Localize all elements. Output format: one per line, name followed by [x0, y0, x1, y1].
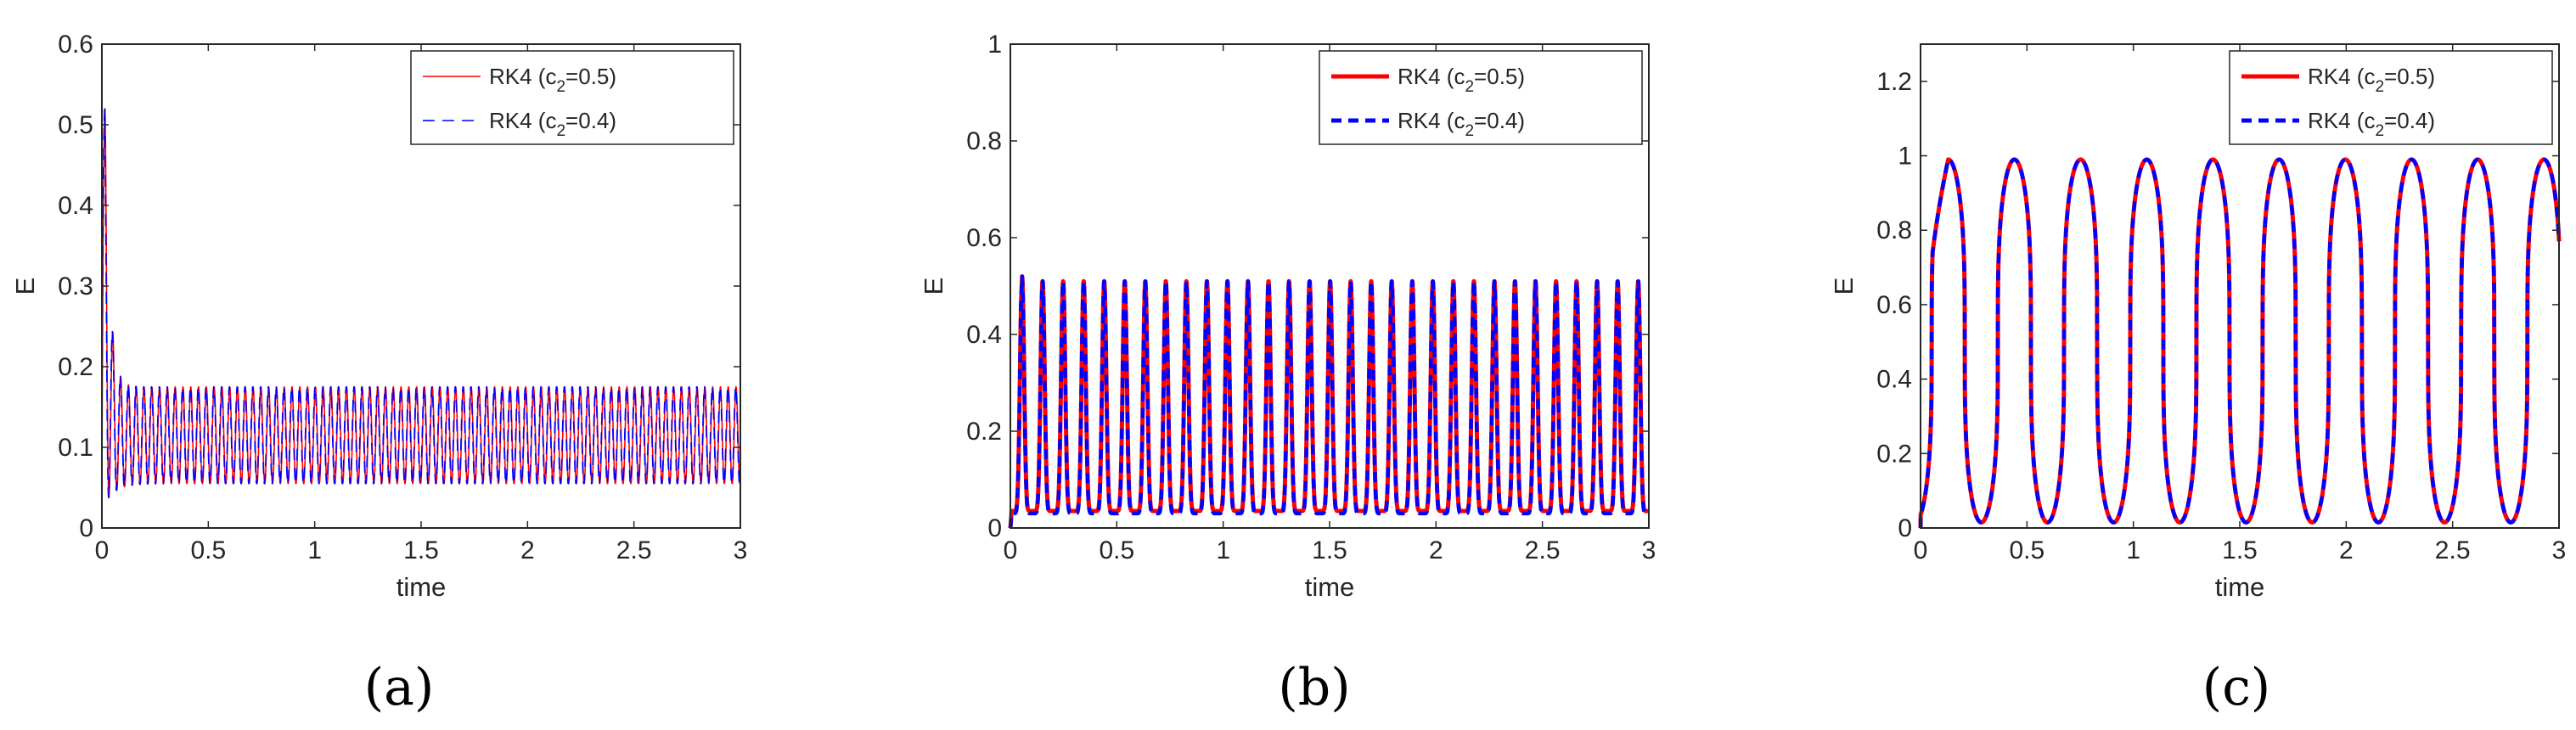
panel-a-legend-label-1: RK4 (c2=0.4) — [489, 108, 616, 140]
panel-a-xlabel: time — [397, 572, 447, 602]
panel-a-xtick-label: 1 — [307, 536, 322, 564]
legend-label-tail: =0.4) — [2384, 108, 2435, 133]
panel-c-series-c2-0-4-line — [1918, 157, 2562, 529]
panel-c-xtick-label: 1.5 — [2222, 536, 2258, 564]
legend-label-subscript: 2 — [1465, 122, 1474, 140]
panel-b-ytick-label: 0.8 — [966, 127, 1002, 155]
legend-label-subscript: 2 — [2375, 122, 2384, 140]
panel-a-frame: 0 0.5 1 1.5 2 2.5 3 0 0.1 0.2 0.3 0.4 0.5 0.6 time E — [10, 31, 747, 602]
panel-a-legend: RK4 (c2=0.5)RK4 (c2=0.4) — [410, 50, 734, 145]
panel-b-legend-label-1: RK4 (c2=0.4) — [1398, 108, 1525, 140]
panel-c-axes-frame — [1920, 43, 2560, 529]
panel-c-xtick-label: 2.5 — [2435, 536, 2471, 564]
panel-a-ytick-label: 0.1 — [58, 434, 93, 462]
panel-a-xtick-label: 1.5 — [403, 536, 439, 564]
panel-b-legend: RK4 (c2=0.5)RK4 (c2=0.4) — [1319, 50, 1643, 145]
panel-b-ylabel: E — [919, 278, 948, 295]
panel-a-ytick-label: 0.5 — [58, 111, 93, 139]
legend-label-subscript: 2 — [556, 78, 565, 96]
legend-label-subscript: 2 — [2375, 78, 2384, 96]
panel-a: 0 0.5 1 1.5 2 2.5 3 0 0.1 0.2 0.3 0.4 0.5 0.6 time E RK… — [10, 31, 747, 717]
panel-c-series — [1918, 157, 2562, 529]
panel-b-legend-label-0: RK4 (c2=0.5) — [1398, 64, 1525, 96]
legend-label-tail: =0.4) — [565, 108, 616, 133]
panel-b-ytick-label: 0.6 — [966, 224, 1002, 252]
panel-b-ytick-label: 0.4 — [966, 321, 1002, 349]
legend-label-main: RK4 (c — [1398, 108, 1465, 133]
panel-b-xtick-label: 2.5 — [1525, 536, 1561, 564]
panel-b-ytick-label: 1 — [987, 31, 1002, 59]
panel-c-caption: (c) — [2202, 658, 2270, 717]
legend-label-main: RK4 (c — [1398, 64, 1465, 89]
panel-a-xtick-label: 2 — [520, 536, 535, 564]
panel-c-legend-label-0: RK4 (c2=0.5) — [2308, 64, 2435, 96]
panel-c-ytick-label: 1 — [1898, 143, 1912, 171]
panel-b-xtick-label: 2 — [1429, 536, 1443, 564]
panel-c-ytick-label: 0.2 — [1876, 440, 1912, 468]
panel-a-ytick-label: 0.4 — [58, 192, 93, 220]
panel-b-series-c2-0-5-line — [1008, 274, 1651, 530]
panel-c-xtick-label: 0.5 — [2009, 536, 2044, 564]
panel-a-ytick-label: 0 — [79, 514, 93, 542]
panel-b-ytick-label: 0 — [987, 514, 1002, 542]
panel-b-xtick-label: 0.5 — [1099, 536, 1134, 564]
panel-a-series — [101, 108, 741, 529]
panel-c-ytick-label: 0.6 — [1876, 291, 1912, 319]
panel-a-xtick-label: 2.5 — [616, 536, 652, 564]
panel-a-caption: (a) — [364, 658, 435, 717]
legend-label-tail: =0.5) — [565, 64, 616, 89]
panel-a-legend-label-0: RK4 (c2=0.5) — [489, 64, 616, 96]
panel-c-xtick-label: 1 — [2126, 536, 2140, 564]
legend-label-subscript: 2 — [556, 122, 565, 140]
panel-c-xtick-label: 3 — [2552, 536, 2567, 564]
panel-b-series-c2-0-4-line — [1008, 274, 1651, 529]
panel-a-ytick-label: 0.3 — [58, 272, 93, 300]
panel-b-xlabel: time — [1305, 572, 1355, 602]
panel-a-ytick-label: 0.2 — [58, 353, 93, 381]
panel-a-xtick-label: 0 — [95, 536, 110, 564]
panel-b-xtick-label: 1.5 — [1312, 536, 1347, 564]
legend-label-tail: =0.5) — [1474, 64, 1525, 89]
panel-c-legend-box — [2229, 50, 2553, 145]
panel-a-xtick-label: 0.5 — [190, 536, 226, 564]
panel-c-ytick-label: 1.2 — [1876, 68, 1912, 96]
panel-b-ytick-label: 0.2 — [966, 418, 1002, 446]
panel-b-frame: 0 0.5 1 1.5 2 2.5 3 0 0.2 0.4 0.6 0.8 1 time E — [919, 31, 1656, 602]
panel-c-frame: 0 0.5 1 1.5 2 2.5 3 0 0.2 0.4 0.6 0.8 1 1.2 time E — [1829, 43, 2567, 602]
panel-c-legend: RK4 (c2=0.5)RK4 (c2=0.4) — [2229, 50, 2553, 145]
panel-b-axes-frame — [1010, 43, 1650, 529]
panel-c-xtick-label: 0 — [1914, 536, 1928, 564]
panel-c-ytick-label: 0.8 — [1876, 216, 1912, 244]
panel-c-xlabel: time — [2215, 572, 2265, 602]
legend-label-main: RK4 (c — [2308, 64, 2375, 89]
panel-b-series — [1008, 274, 1651, 530]
panel-b-xtick-label: 3 — [1642, 536, 1656, 564]
panel-a-series-c2-0-4-line — [101, 108, 741, 499]
legend-label-subscript: 2 — [1465, 78, 1474, 96]
panel-a-legend-box — [410, 50, 734, 145]
panel-c-ytick-label: 0.4 — [1876, 366, 1912, 394]
panel-a-ytick-label: 0.6 — [58, 31, 93, 59]
legend-label-main: RK4 (c — [2308, 108, 2375, 133]
panel-b-caption: (b) — [1278, 658, 1350, 717]
panel-c-xtick-label: 2 — [2339, 536, 2354, 564]
panel-a-ylabel: E — [10, 278, 40, 295]
panel-a-axes-frame — [101, 43, 741, 529]
legend-label-main: RK4 (c — [489, 64, 556, 89]
panel-a-xtick-label: 3 — [734, 536, 748, 564]
panel-c: 0 0.5 1 1.5 2 2.5 3 0 0.2 0.4 0.6 0.8 1 1.2 time E RK4 … — [1829, 43, 2567, 717]
panel-c-ytick-label: 0 — [1898, 514, 1912, 542]
panel-c-ylabel: E — [1829, 278, 1859, 295]
legend-label-tail: =0.4) — [1474, 108, 1525, 133]
legend-label-main: RK4 (c — [489, 108, 556, 133]
panel-b-xtick-label: 1 — [1216, 536, 1230, 564]
panel-b-legend-box — [1319, 50, 1643, 145]
legend-label-tail: =0.5) — [2384, 64, 2435, 89]
panel-b-xtick-label: 0 — [1004, 536, 1018, 564]
panel-c-legend-label-1: RK4 (c2=0.4) — [2308, 108, 2435, 140]
